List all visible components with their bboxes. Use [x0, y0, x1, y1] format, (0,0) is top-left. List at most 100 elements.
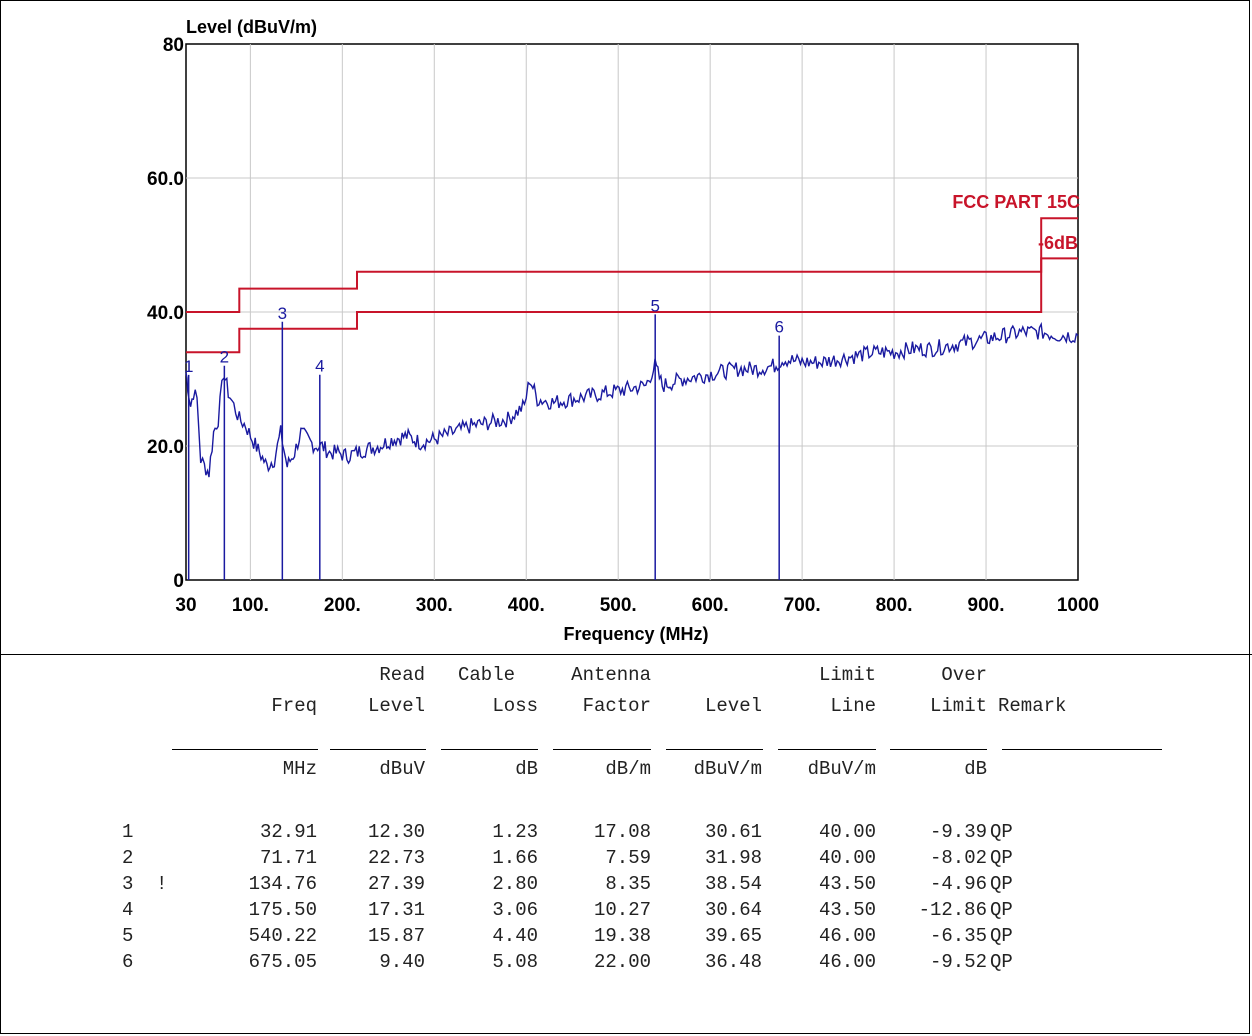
remark-cell: QP [990, 847, 1013, 869]
table-cell: 46.00 [818, 925, 876, 947]
section-divider [0, 654, 1252, 655]
row-number: 6 [122, 951, 134, 973]
header-cell: Read [379, 664, 425, 686]
table-cell: 32.91 [259, 821, 317, 843]
margin-label: -6dB [1038, 233, 1078, 253]
header-cell: Remark [998, 695, 1067, 717]
row-number: 5 [122, 925, 134, 947]
y-axis-label: Level (dBuV/m) [186, 17, 317, 37]
table-cell: 40.00 [818, 821, 876, 843]
table-cell: 46.00 [818, 951, 876, 973]
unit-cell: dB/m [605, 758, 651, 780]
table-cell: 1.23 [492, 821, 538, 843]
table-cell: 15.87 [367, 925, 425, 947]
y-tick-label: 20.0 [147, 437, 184, 458]
marker-label: 4 [315, 357, 324, 376]
y-tick-label: 80 [163, 35, 184, 56]
header-cell: Cable [458, 664, 516, 686]
table-cell: 38.54 [704, 873, 762, 895]
header-cell: Factor [582, 695, 651, 717]
header-cell: Antenna [571, 664, 651, 686]
header-cell: Limit [818, 664, 876, 686]
remark-cell: QP [990, 899, 1013, 921]
table-cell: -9.52 [929, 951, 987, 973]
table-cell: 30.61 [704, 821, 762, 843]
column-rule [1002, 749, 1162, 750]
table-cell: 2.80 [492, 873, 538, 895]
marker-label: 6 [774, 318, 783, 337]
row-flag: ! [156, 873, 168, 895]
remark-cell: QP [990, 821, 1013, 843]
x-tick-label: 900. [968, 595, 1005, 616]
table-cell: 5.08 [492, 951, 538, 973]
unit-cell: dBuV/m [693, 758, 762, 780]
header-cell: Freq [271, 695, 317, 717]
y-tick-label: 0 [173, 571, 184, 592]
table-cell: 19.38 [593, 925, 651, 947]
column-rule [441, 749, 538, 750]
column-rule [666, 749, 763, 750]
limit-label: FCC PART 15C [952, 192, 1080, 212]
y-tick-label: 60.0 [147, 169, 184, 190]
table-cell: 40.00 [818, 847, 876, 869]
table-cell: 175.50 [248, 899, 317, 921]
x-tick-label: 100. [232, 595, 269, 616]
limit-line [186, 217, 1078, 313]
marker-label: 3 [278, 304, 287, 323]
table-cell: 134.76 [248, 873, 317, 895]
unit-cell: MHz [282, 758, 317, 780]
table-cell: 9.40 [379, 951, 425, 973]
column-rule [890, 749, 987, 750]
plot-lines: 1 2 3 4 5 6 [184, 217, 1079, 580]
margin-line [186, 257, 1078, 354]
table-cell: 10.27 [593, 899, 651, 921]
x-tick-label: 200. [324, 595, 361, 616]
remark-cell: QP [990, 873, 1013, 895]
table-cell: 540.22 [248, 925, 317, 947]
table-cell: 71.71 [259, 847, 317, 869]
x-tick-label: 800. [876, 595, 913, 616]
x-tick-label: 600. [692, 595, 729, 616]
table-cell: 22.73 [367, 847, 425, 869]
header-cell: Level [367, 695, 425, 717]
header-cell: Limit [929, 695, 987, 717]
table-cell: 22.00 [593, 951, 651, 973]
unit-cell: dB [515, 758, 538, 780]
unit-cell: dB [964, 758, 987, 780]
table-cell: 7.59 [605, 847, 651, 869]
column-rule [778, 749, 876, 750]
table-cell: 39.65 [704, 925, 762, 947]
y-tick-label: 40.0 [147, 303, 184, 324]
column-rule [172, 749, 318, 750]
row-number: 1 [122, 821, 134, 843]
header-cell: Loss [492, 695, 538, 717]
header-cell: Level [704, 695, 762, 717]
header-cell: Line [830, 695, 876, 717]
remark-cell: QP [990, 925, 1013, 947]
x-tick-label: 700. [784, 595, 821, 616]
table-cell: 1.66 [492, 847, 538, 869]
table-cell: -8.02 [929, 847, 987, 869]
column-rule [553, 749, 651, 750]
row-number: 2 [122, 847, 134, 869]
table-cell: 3.06 [492, 899, 538, 921]
remark-cell: QP [990, 951, 1013, 973]
table-cell: 30.64 [704, 899, 762, 921]
row-number: 4 [122, 899, 134, 921]
header-cell: Over [941, 664, 987, 686]
table-cell: 43.50 [818, 873, 876, 895]
table-cell: 31.98 [704, 847, 762, 869]
table-cell: 43.50 [818, 899, 876, 921]
results-table: Read Cable Antenna Limit Over Freq Level Loss Fa… [0, 656, 1252, 1034]
x-tick-label: 1000 [1057, 595, 1099, 616]
unit-cell: dBuV [379, 758, 425, 780]
unit-cell: dBuV/m [807, 758, 876, 780]
table-cell: -12.86 [918, 899, 987, 921]
x-tick-label: 30 [175, 595, 196, 616]
table-cell: 36.48 [704, 951, 762, 973]
marker-label: 2 [220, 348, 229, 367]
table-cell: 8.35 [605, 873, 651, 895]
axis-ticks: 30 100. 200. 300. 400. 500. 600. 700. 800. 900. 10… [147, 35, 1099, 616]
